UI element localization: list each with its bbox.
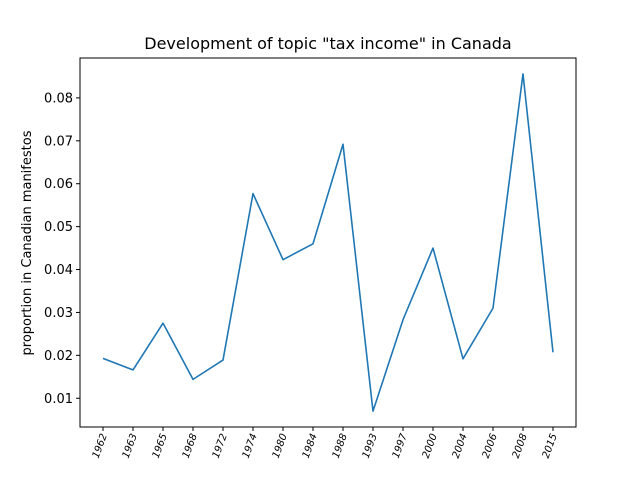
data-point <box>522 73 524 75</box>
data-point <box>282 259 284 261</box>
data-point <box>402 319 404 321</box>
y-tick-label: 0.06 <box>44 177 73 192</box>
y-tick-label: 0.08 <box>44 91 73 106</box>
plot-area: 0.01 0.02 0.03 0.04 0.05 0.06 0.07 0.08 1962 1963… <box>44 73 560 460</box>
y-axis-label: proportion in Canadian manifestos <box>20 130 35 355</box>
data-point <box>372 410 374 412</box>
y-tick-label: 0.04 <box>44 263 73 278</box>
data-point <box>552 351 554 353</box>
y-tick-label: 0.03 <box>44 306 73 321</box>
y-tick-label: 0.07 <box>44 134 73 149</box>
data-point <box>102 357 104 359</box>
plot-frame <box>79 57 577 428</box>
x-tick-label: 1980 <box>271 432 290 460</box>
data-point <box>312 243 314 245</box>
data-point <box>462 358 464 360</box>
x-tick-label: 1962 <box>91 432 110 460</box>
x-tick-label: 1968 <box>181 432 200 460</box>
data-point <box>222 359 224 361</box>
x-tick-label: 1974 <box>241 432 260 460</box>
x-tick-label: 1972 <box>211 432 230 460</box>
x-tick-label: 1993 <box>361 432 380 460</box>
y-tick-label: 0.02 <box>44 349 73 364</box>
data-point <box>132 369 134 371</box>
chart-title: Development of topic "tax income" in Can… <box>144 34 511 53</box>
x-tick-label: 2006 <box>481 432 500 460</box>
y-tick-label: 0.01 <box>44 392 73 407</box>
data-point <box>192 378 194 380</box>
x-tick-label: 2015 <box>541 432 560 460</box>
y-tick-label: 0.05 <box>44 220 73 235</box>
data-point <box>432 247 434 249</box>
data-point <box>162 322 164 324</box>
data-point <box>252 193 254 195</box>
series-line <box>102 73 554 412</box>
x-tick-label: 2000 <box>421 432 440 460</box>
x-tick-label: 2008 <box>511 432 530 460</box>
data-point <box>492 307 494 309</box>
x-tick-label: 1984 <box>301 432 320 460</box>
data-point <box>342 143 344 145</box>
x-tick-label: 1988 <box>331 432 350 460</box>
x-tick-label: 1963 <box>121 432 140 460</box>
x-tick-label: 1997 <box>391 432 410 460</box>
x-tick-label: 1965 <box>151 432 170 460</box>
x-tick-label: 2004 <box>451 432 470 460</box>
